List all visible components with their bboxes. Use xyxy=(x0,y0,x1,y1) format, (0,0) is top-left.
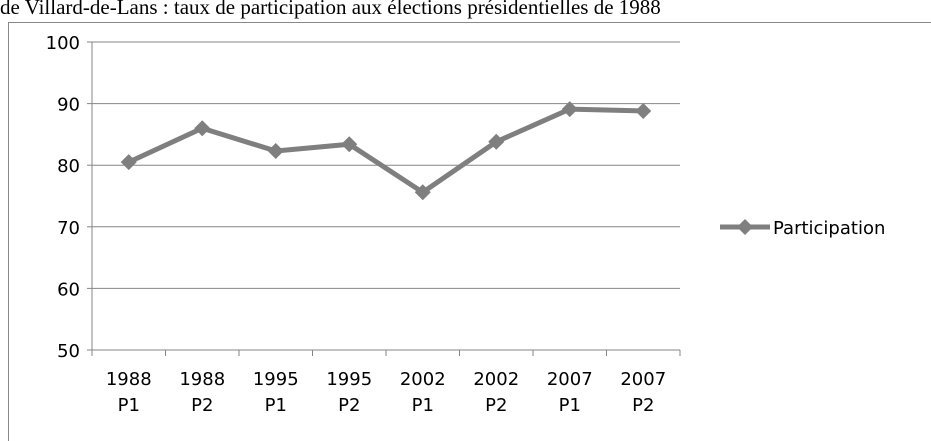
marker xyxy=(635,102,652,119)
marker xyxy=(341,136,358,153)
marker xyxy=(414,184,431,201)
x-tick-label: 2002 P2 xyxy=(473,369,520,416)
x-tick-label: 2002 P1 xyxy=(399,369,446,416)
marker xyxy=(488,133,505,150)
y-tick-label: 100 xyxy=(46,33,80,54)
y-tick-label: 80 xyxy=(57,156,80,177)
y-tick-label: 60 xyxy=(57,279,80,300)
legend-marker xyxy=(737,219,753,235)
x-tick-label: 1988 P1 xyxy=(105,369,152,416)
x-tick-label: 1995 P1 xyxy=(252,369,299,416)
y-tick-label: 70 xyxy=(57,218,80,239)
line xyxy=(127,106,644,195)
x-tick-label: 2007 P2 xyxy=(620,369,667,416)
y-tick-label: 50 xyxy=(57,341,80,362)
x-tick-label: 2007 P1 xyxy=(546,369,593,416)
marker xyxy=(561,101,578,118)
chart-title: de Villard-de-Lans : taux de participati… xyxy=(0,0,661,19)
x-tick-label: 1995 P2 xyxy=(326,369,373,416)
marker xyxy=(267,143,284,160)
x-tick-label: 1988 P2 xyxy=(179,369,226,416)
marker xyxy=(194,120,211,137)
marker xyxy=(120,154,137,171)
chart-border xyxy=(8,22,931,441)
y-tick-label: 90 xyxy=(57,95,80,116)
legend-label: Participation xyxy=(773,218,885,239)
